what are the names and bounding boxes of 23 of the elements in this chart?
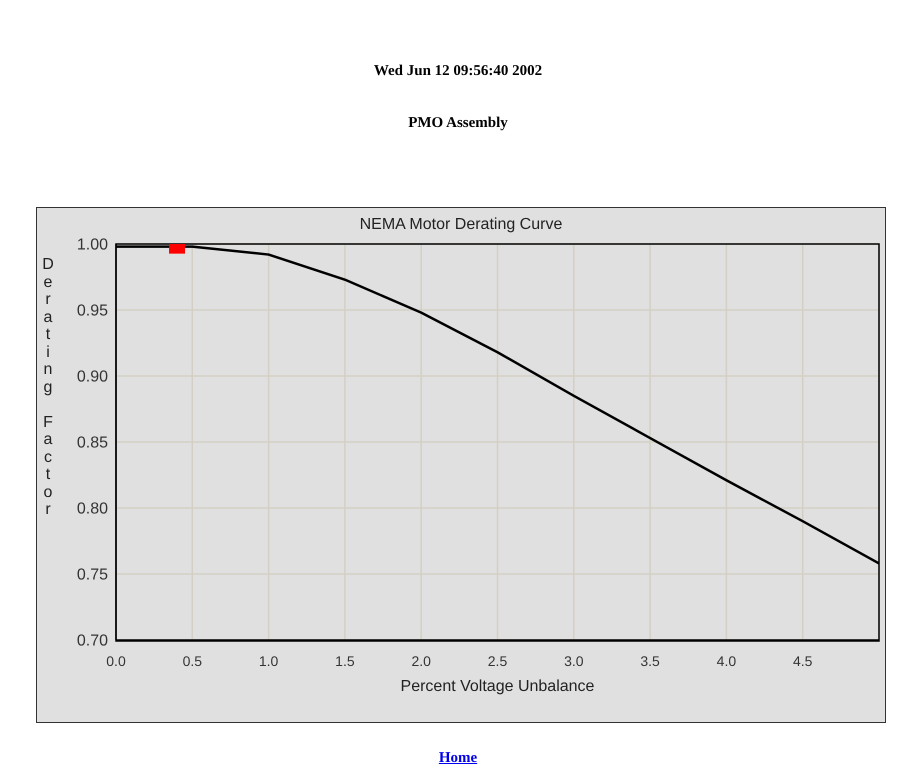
y-tick-label: 1.00 xyxy=(76,236,108,254)
chart-title: NEMA Motor Derating Curve xyxy=(358,216,564,234)
y-tick-label: 0.80 xyxy=(76,500,108,518)
x-tick-label: 1.5 xyxy=(335,653,355,669)
y-tick-label: 0.90 xyxy=(76,368,108,386)
y-tick-label: 0.85 xyxy=(76,434,108,452)
x-tick-label: 3.5 xyxy=(640,653,660,669)
x-tick-label: 1.0 xyxy=(258,653,279,669)
x-tick-label: 2.5 xyxy=(488,653,508,669)
x-tick-label: 0.0 xyxy=(106,653,126,669)
x-tick-label: 0.5 xyxy=(182,653,202,669)
chart-subtitle: Wed Jun 12 09:56:40 2002 xyxy=(372,63,544,80)
text: PMO Assembly xyxy=(407,115,509,132)
y-tick-label: 0.75 xyxy=(76,566,108,584)
text: Derating Factor xyxy=(42,256,54,518)
y-tick-label: 0.70 xyxy=(76,632,108,650)
x-tick-label: 4.0 xyxy=(716,653,736,669)
x-tick-label: 4.5 xyxy=(792,653,813,669)
x-tick-label: 2.0 xyxy=(411,653,432,669)
y-tick-label: 0.95 xyxy=(76,302,108,320)
text: Home xyxy=(438,750,478,767)
x-tick-label: 3.0 xyxy=(564,653,584,669)
x-axis-title: Percent Voltage Unbalance xyxy=(400,678,596,696)
